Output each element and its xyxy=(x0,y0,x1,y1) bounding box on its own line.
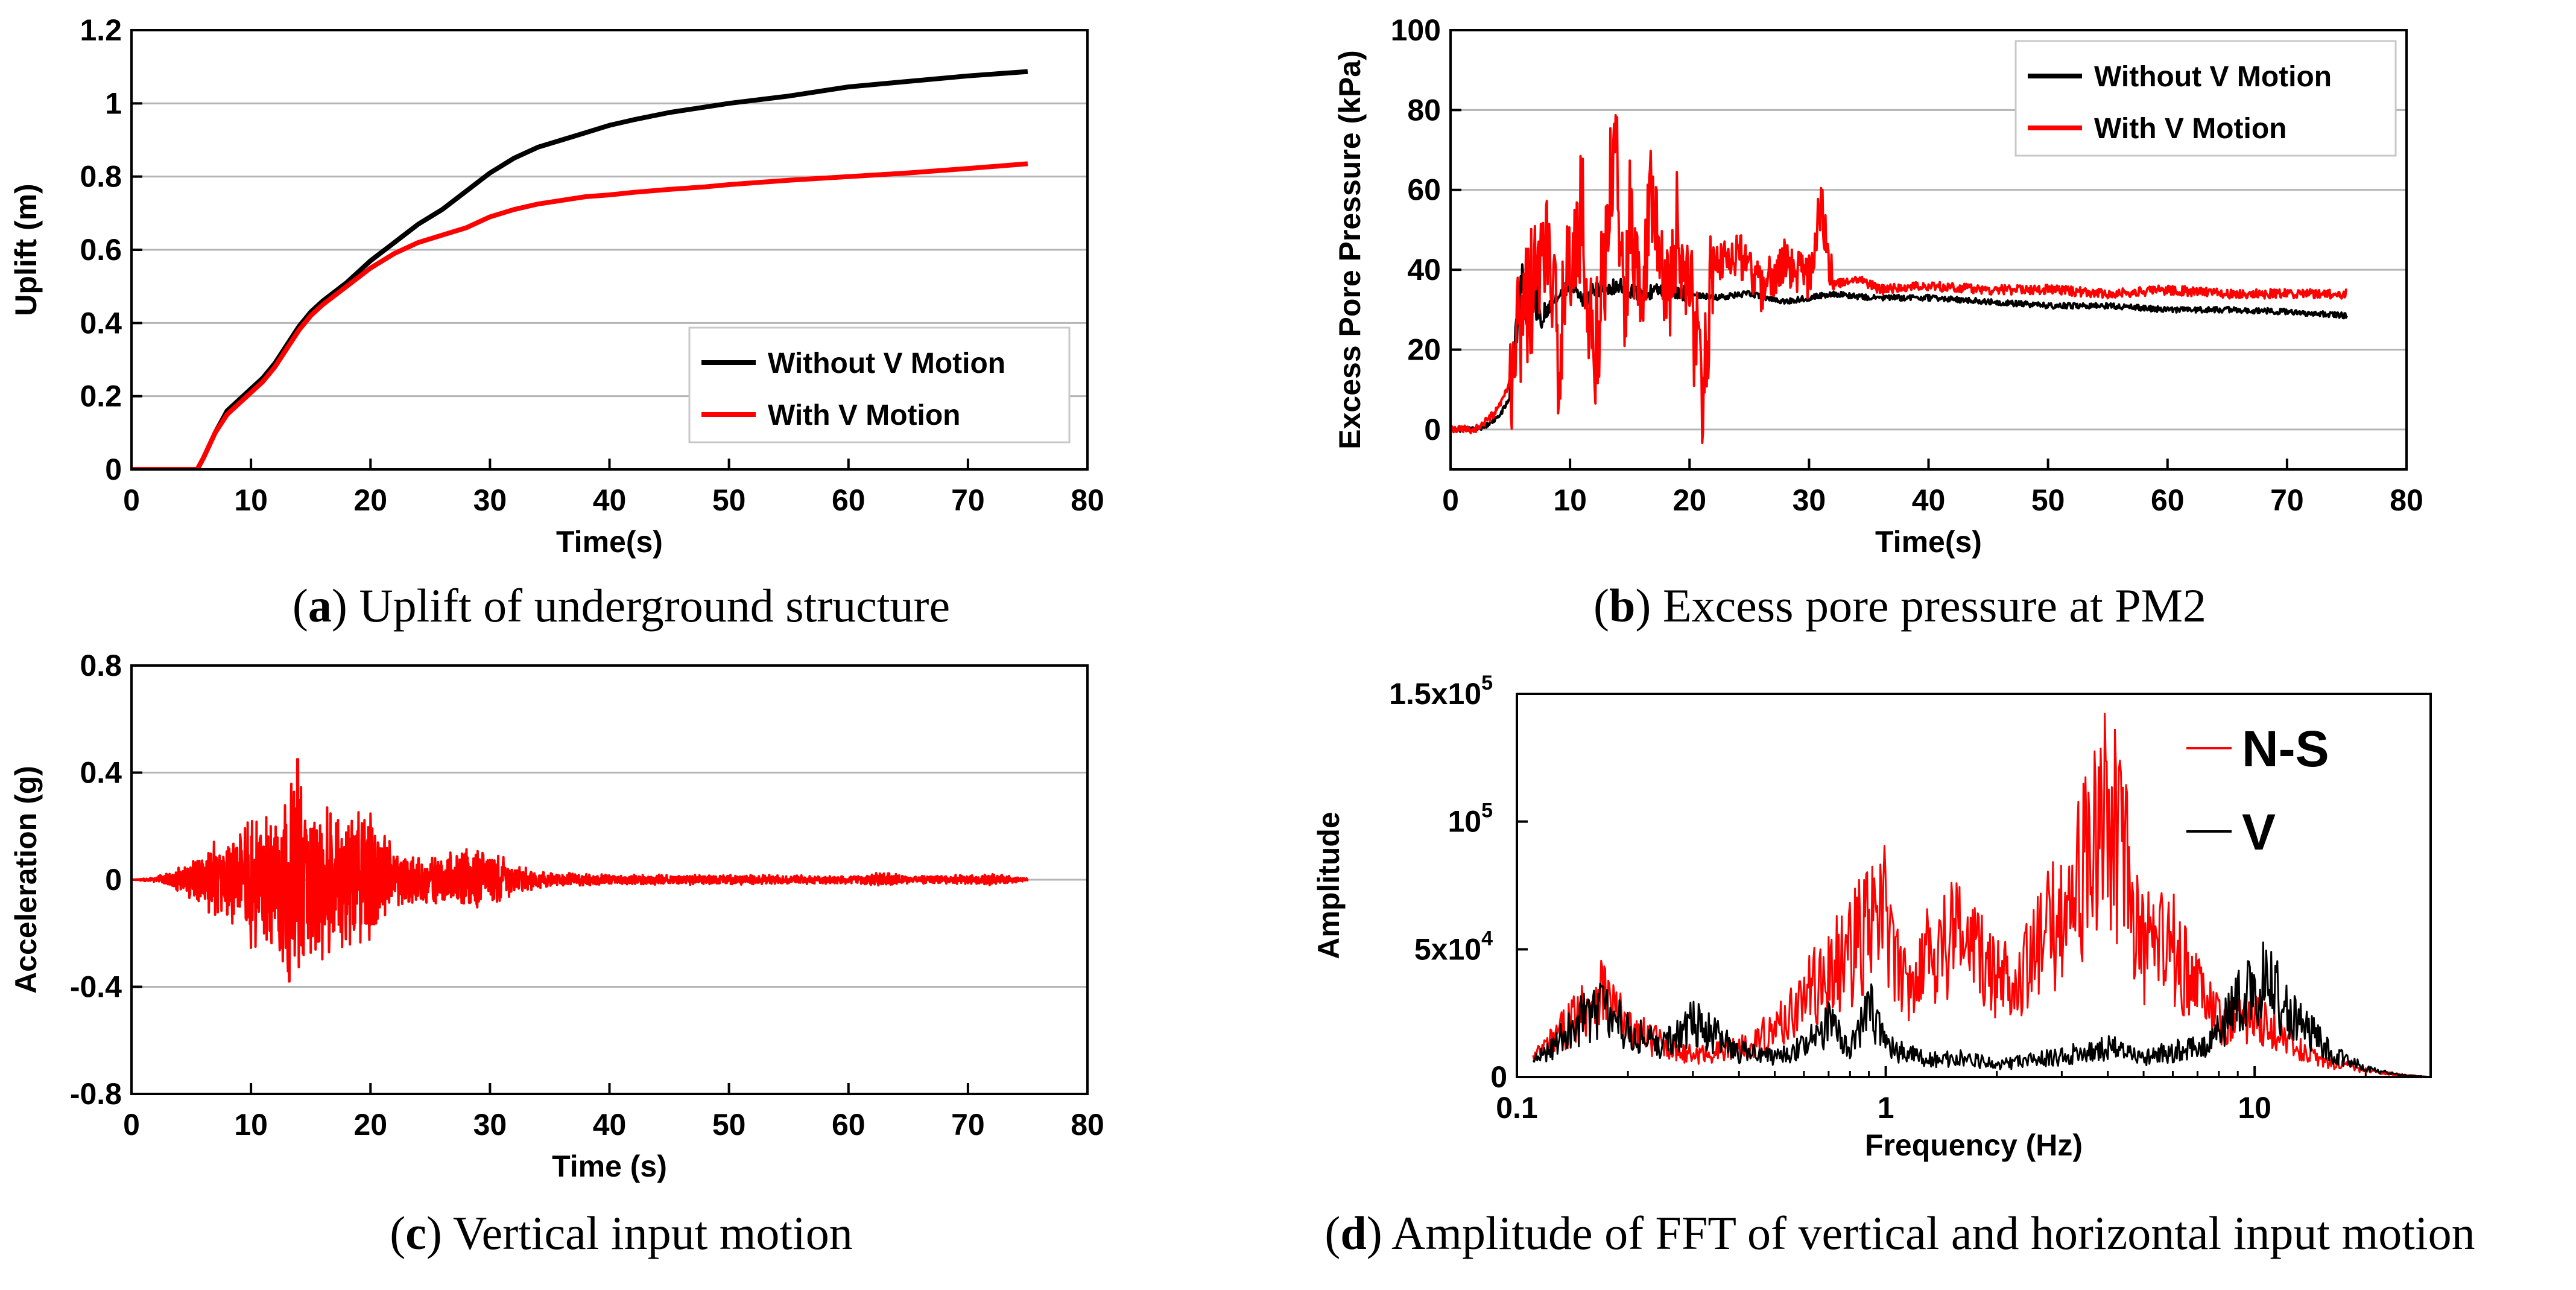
y-tick-label: 0 xyxy=(1424,413,1441,446)
y-tick-label: 1 xyxy=(105,86,122,120)
y-tick-label: -0.8 xyxy=(70,1077,122,1111)
series-group xyxy=(1451,114,2348,444)
x-tick-label: 50 xyxy=(712,1108,746,1142)
legend-label: V xyxy=(2242,804,2276,860)
x-tick-label: 40 xyxy=(593,1108,627,1142)
legend: Without V Motion With V Motion xyxy=(688,326,1071,443)
y-tick-label: 1.2 xyxy=(80,13,122,47)
y-tick-label: 0 xyxy=(1490,1060,1507,1094)
x-tick-label: 20 xyxy=(353,483,387,517)
y-tick-label: -0.4 xyxy=(70,970,122,1004)
x-tick-label: 80 xyxy=(1071,483,1104,517)
y-tick-label: 1.5x105 xyxy=(1389,672,1493,711)
legend: Without V Motion With V Motion xyxy=(2014,40,2397,157)
y-axis-label: Uplift (m) xyxy=(9,183,43,316)
x-tick-label: 20 xyxy=(1673,483,1706,517)
y-tick-label: 0.8 xyxy=(80,160,122,194)
panel-caption: (d) Amplitude of FFT of vertical and hor… xyxy=(1324,1207,2475,1259)
x-tick-label: 0.1 xyxy=(1496,1091,1538,1125)
legend-box xyxy=(688,326,1071,443)
legend-label: N-S xyxy=(2242,720,2329,777)
x-axis-label: Time(s) xyxy=(1875,525,1982,559)
y-tick-label: 80 xyxy=(1407,93,1441,127)
x-tick-label: 10 xyxy=(2238,1091,2271,1125)
x-tick-label: 40 xyxy=(593,483,627,517)
legend-box xyxy=(2014,40,2397,157)
x-tick-label: 60 xyxy=(2151,483,2185,517)
legend-label: With V Motion xyxy=(2094,113,2286,145)
x-tick-label: 1 xyxy=(1878,1091,1894,1125)
y-tick-label: 0.4 xyxy=(80,306,122,340)
legend-label: Without V Motion xyxy=(2094,61,2332,93)
series-line-without-v-motion xyxy=(131,69,1028,469)
x-tick-label: 50 xyxy=(712,483,746,517)
x-tick-label: 10 xyxy=(234,483,268,517)
y-tick-label: 20 xyxy=(1407,332,1441,366)
x-axis-label: Frequency (Hz) xyxy=(1865,1128,2083,1162)
plot-frame xyxy=(1449,29,2408,471)
y-tick-label: 0.4 xyxy=(80,756,122,790)
x-axis-label: Time (s) xyxy=(552,1149,667,1183)
y-tick-label: 0.8 xyxy=(80,649,122,682)
x-tick-label: 10 xyxy=(234,1108,268,1142)
series-line-v xyxy=(1532,941,2431,1077)
x-tick-label: 60 xyxy=(832,1108,866,1142)
series-group xyxy=(131,69,1028,469)
series-line-with-v-motion xyxy=(1451,114,2347,444)
x-tick-label: 50 xyxy=(2031,483,2065,517)
panel-caption: (b) Excess pore pressure at PM2 xyxy=(1593,579,2206,632)
legend: N-S V xyxy=(2186,720,2329,860)
x-tick-label: 0 xyxy=(123,483,140,517)
series-group xyxy=(1532,713,2431,1077)
series-line-vertical-acceleration xyxy=(131,758,1029,983)
y-tick-label: 0 xyxy=(105,453,122,486)
y-axis-label: Amplitude xyxy=(1312,812,1346,959)
panel-c-vertical-motion: -0.8 -0.4 0 0.4 0.8 0 10 20 30 40 50 60 70 80 Time (s)… xyxy=(9,649,1104,1259)
x-tick-label: 80 xyxy=(1071,1108,1104,1142)
x-tick-label: 80 xyxy=(2390,483,2423,517)
plot-frame xyxy=(130,29,1089,471)
y-tick-label: 105 xyxy=(1448,799,1493,839)
y-tick-label: 0.2 xyxy=(80,380,122,413)
y-tick-label: 0.6 xyxy=(80,233,122,267)
x-tick-label: 40 xyxy=(1912,483,1946,517)
x-tick-label: 60 xyxy=(832,483,866,517)
y-tick-label: 60 xyxy=(1407,173,1441,207)
x-tick-label: 70 xyxy=(2270,483,2304,517)
y-tick-label: 0 xyxy=(105,863,122,897)
x-axis-label: Time(s) xyxy=(556,525,663,559)
y-axis-label: Excess Pore Pressure (kPa) xyxy=(1333,50,1367,450)
x-tick-label: 30 xyxy=(473,1108,507,1142)
plot-frame xyxy=(130,664,1089,1095)
series-group xyxy=(131,758,1029,983)
panel-b-pore-pressure: 0 20 40 60 80 100 0 10 20 30 40 50 60 70 80 Time(s) Exce… xyxy=(1333,13,2423,632)
panel-d-fft-amplitude: 0 5x104 105 1.5x105 0.1 1 10 Frequency (Hz) Ampl… xyxy=(1312,672,2475,1259)
panel-caption: (a) Uplift of underground structure xyxy=(293,579,950,632)
x-tick-label: 30 xyxy=(473,483,507,517)
legend-label: With V Motion xyxy=(768,399,960,431)
panel-a-uplift: 0 0.2 0.4 0.6 0.8 1 1.2 0 10 20 30 40 50 60 70 80 Time(s… xyxy=(9,13,1104,632)
series-line-with-v-motion xyxy=(131,161,1028,469)
x-tick-label: 20 xyxy=(353,1108,387,1142)
x-tick-label: 70 xyxy=(951,483,985,517)
plot-frame xyxy=(1516,693,2432,1078)
panel-caption: (c) Vertical input motion xyxy=(390,1207,853,1259)
y-tick-label: 5x104 xyxy=(1414,927,1493,966)
x-tick-label: 10 xyxy=(1553,483,1587,517)
x-tick-label: 0 xyxy=(123,1108,140,1142)
x-tick-label: 30 xyxy=(1793,483,1826,517)
y-tick-label: 100 xyxy=(1391,13,1441,47)
y-axis-label: Acceleration (g) xyxy=(9,766,43,994)
x-tick-label: 70 xyxy=(951,1108,985,1142)
y-tick-label: 40 xyxy=(1407,253,1441,287)
legend-label: Without V Motion xyxy=(768,348,1005,380)
x-tick-label: 0 xyxy=(1442,483,1459,517)
